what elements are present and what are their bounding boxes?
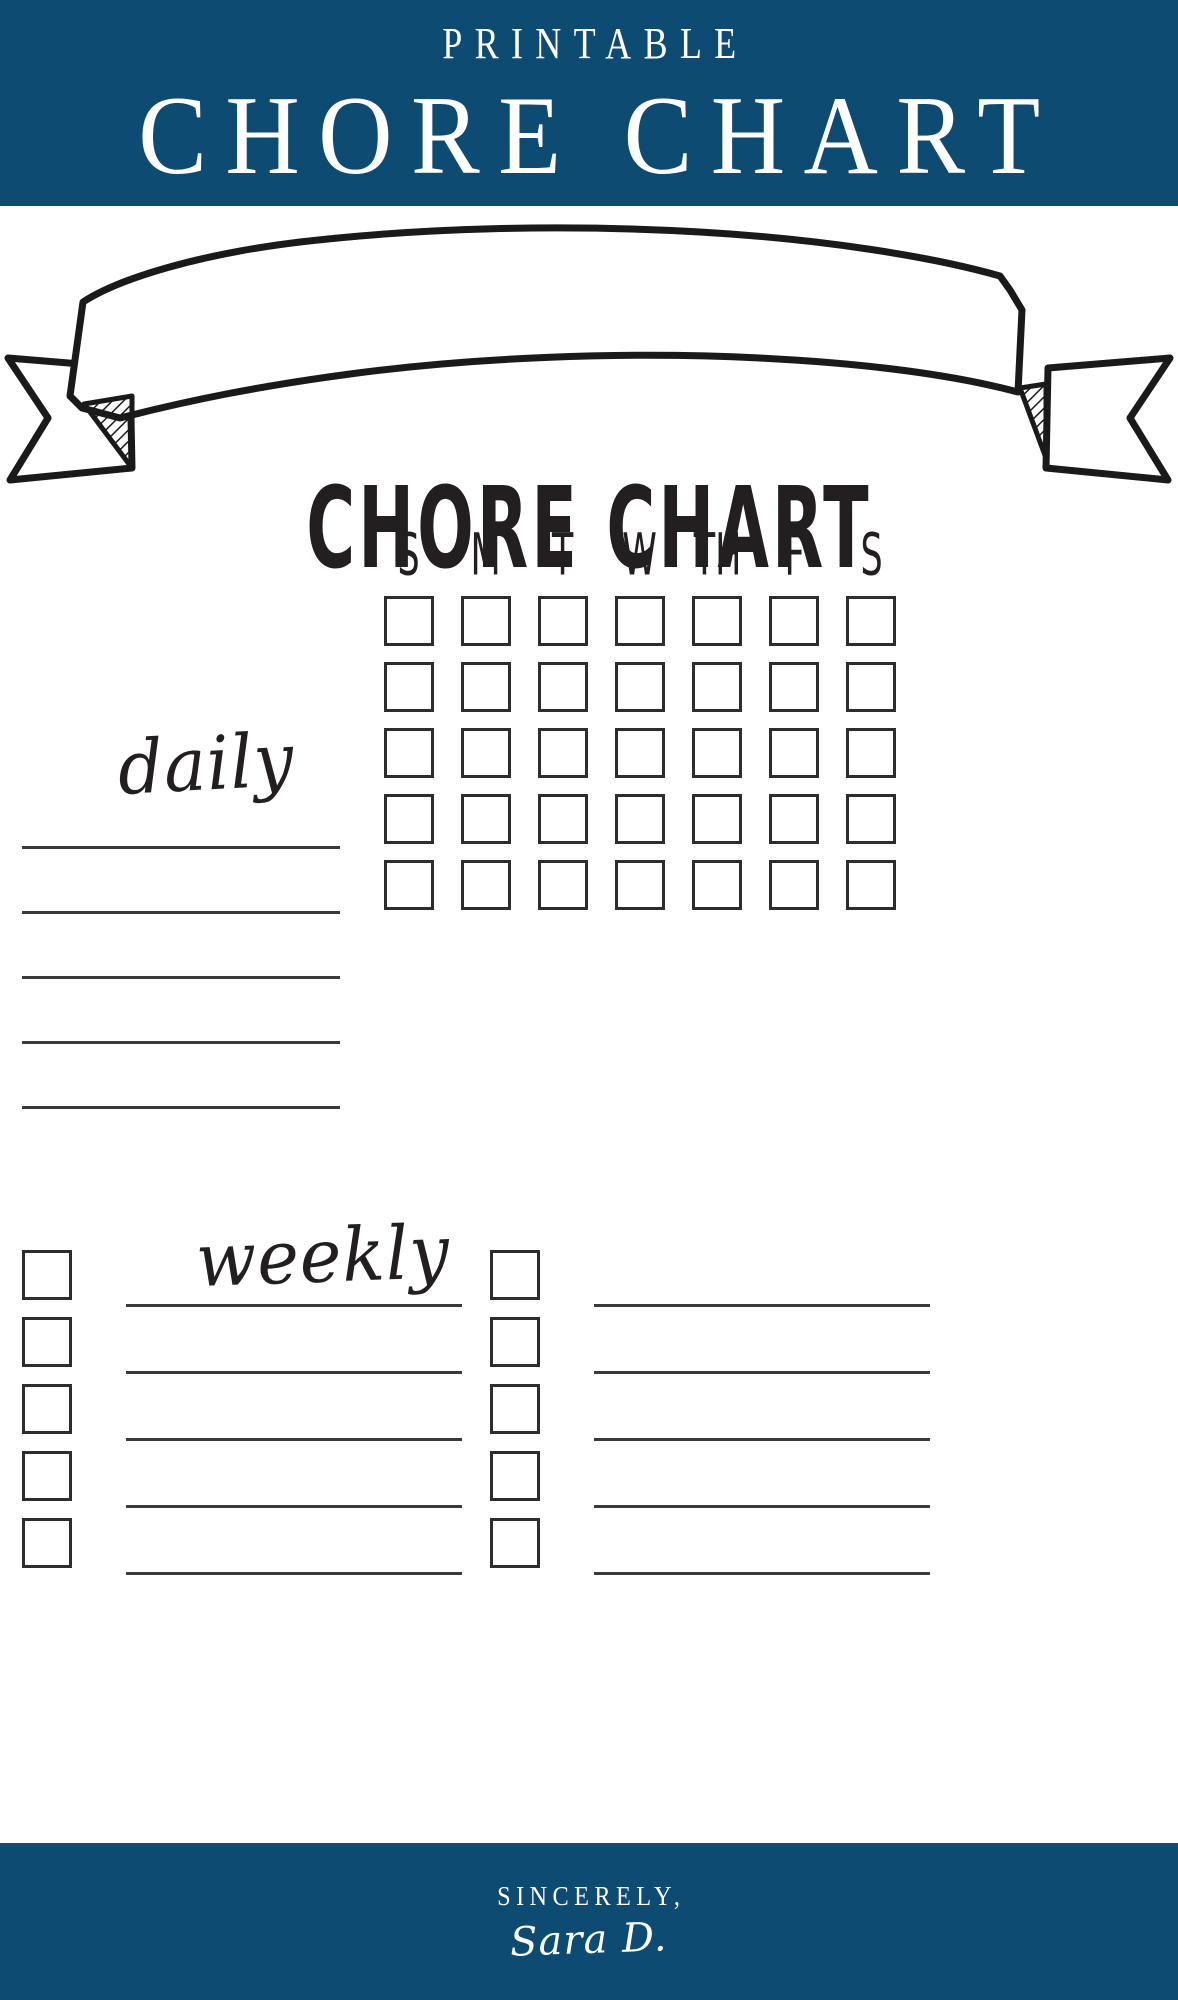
- daily-checkbox[interactable]: [614, 662, 665, 712]
- daily-checkbox[interactable]: [692, 860, 743, 910]
- daily-checkbox[interactable]: [460, 794, 511, 844]
- weekly-checkbox[interactable]: [22, 1250, 72, 1300]
- daily-checkbox[interactable]: [846, 596, 897, 646]
- day-header-sunday: S: [397, 520, 420, 589]
- weekly-chore-line[interactable]: [126, 1438, 462, 1441]
- daily-chore-line[interactable]: [22, 976, 340, 979]
- daily-checkbox[interactable]: [769, 596, 820, 646]
- weekly-row: [22, 1447, 462, 1514]
- daily-checkbox[interactable]: [769, 728, 820, 778]
- weekly-checkbox[interactable]: [490, 1250, 540, 1300]
- daily-checkbox[interactable]: [692, 728, 743, 778]
- daily-section-label: daily: [115, 716, 297, 812]
- weekly-row: [490, 1447, 930, 1514]
- daily-checkbox[interactable]: [383, 662, 434, 712]
- daily-checkbox[interactable]: [846, 662, 897, 712]
- day-header-wednesday: W: [622, 520, 658, 589]
- weekly-chore-line[interactable]: [594, 1304, 930, 1307]
- weekly-checkbox[interactable]: [490, 1451, 540, 1501]
- daily-checkbox[interactable]: [460, 596, 511, 646]
- weekly-chore-line[interactable]: [594, 1572, 930, 1575]
- footer-signature: Sara D.: [509, 1914, 669, 1966]
- ribbon-fold-left: [81, 393, 135, 471]
- ribbon-title: CHORE CHART: [306, 464, 872, 595]
- daily-checkbox[interactable]: [692, 794, 743, 844]
- weekly-row: [22, 1313, 462, 1380]
- chore-chart-sheet: CHORE CHART daily S M T W TH F S weekly: [0, 206, 1178, 1743]
- header-kicker: PRINTABLE: [442, 19, 749, 68]
- weekly-checkbox[interactable]: [22, 1518, 72, 1568]
- weekly-chore-line[interactable]: [126, 1304, 462, 1307]
- footer-banner: SINCERELY, Sara D.: [0, 1843, 1178, 2000]
- ribbon-body: [66, 224, 1026, 422]
- daily-day-grid: S M T W TH F S: [370, 520, 910, 926]
- weekly-row: [490, 1514, 930, 1581]
- weekly-row: [490, 1380, 930, 1447]
- weekly-checkbox[interactable]: [22, 1384, 72, 1434]
- daily-checkbox-grid: [370, 596, 910, 926]
- daily-chore-line[interactable]: [22, 846, 340, 849]
- day-header-friday: F: [784, 520, 805, 589]
- day-header-monday: M: [470, 520, 501, 589]
- daily-checkbox[interactable]: [460, 662, 511, 712]
- daily-chore-line[interactable]: [22, 911, 340, 914]
- weekly-chore-line[interactable]: [594, 1371, 930, 1374]
- daily-chore-line[interactable]: [22, 1041, 340, 1044]
- daily-checkbox[interactable]: [614, 794, 665, 844]
- weekly-row: [22, 1246, 462, 1313]
- daily-checkbox[interactable]: [537, 596, 588, 646]
- daily-checkbox[interactable]: [846, 794, 897, 844]
- daily-chore-line[interactable]: [22, 1106, 340, 1109]
- weekly-checkbox[interactable]: [490, 1317, 540, 1367]
- weekly-left-column: [22, 1246, 462, 1581]
- weekly-chore-line[interactable]: [126, 1505, 462, 1508]
- daily-checkbox[interactable]: [846, 860, 897, 910]
- daily-checkbox[interactable]: [537, 860, 588, 910]
- daily-checkbox[interactable]: [537, 794, 588, 844]
- daily-checkbox[interactable]: [846, 728, 897, 778]
- weekly-right-column: [490, 1246, 930, 1581]
- ribbon-banner: [0, 218, 1178, 508]
- daily-checkbox[interactable]: [692, 662, 743, 712]
- header-banner: PRINTABLE CHORE CHART: [0, 0, 1178, 206]
- daily-checkbox[interactable]: [614, 728, 665, 778]
- daily-checkbox[interactable]: [614, 596, 665, 646]
- weekly-chore-line[interactable]: [594, 1505, 930, 1508]
- ribbon-fold-right: [1017, 381, 1049, 461]
- daily-checkbox[interactable]: [537, 728, 588, 778]
- daily-checkbox[interactable]: [692, 596, 743, 646]
- weekly-checkbox[interactable]: [490, 1518, 540, 1568]
- day-header-saturday: S: [860, 520, 883, 589]
- daily-checkbox[interactable]: [383, 860, 434, 910]
- daily-checkbox[interactable]: [460, 860, 511, 910]
- weekly-chore-line[interactable]: [594, 1438, 930, 1441]
- weekly-checkbox[interactable]: [490, 1384, 540, 1434]
- daily-chore-lines: [22, 846, 340, 1109]
- day-header-thursday: TH: [693, 520, 741, 589]
- ribbon-right-tail: [1042, 354, 1174, 484]
- footer-sincerely-text: SINCERELY,: [497, 1881, 686, 1911]
- daily-checkbox[interactable]: [383, 794, 434, 844]
- day-header-tuesday: T: [552, 520, 574, 589]
- daily-checkbox[interactable]: [537, 662, 588, 712]
- weekly-row: [490, 1313, 930, 1380]
- daily-checkbox[interactable]: [460, 728, 511, 778]
- weekly-chore-line[interactable]: [126, 1371, 462, 1374]
- weekly-row: [22, 1380, 462, 1447]
- weekly-row: [22, 1514, 462, 1581]
- header-title: CHORE CHART: [137, 74, 1059, 198]
- daily-checkbox[interactable]: [383, 596, 434, 646]
- daily-checkbox[interactable]: [769, 662, 820, 712]
- day-header-row: S M T W TH F S: [370, 520, 910, 589]
- daily-checkbox[interactable]: [614, 860, 665, 910]
- weekly-row: [490, 1246, 930, 1313]
- weekly-checkbox[interactable]: [22, 1451, 72, 1501]
- weekly-chore-line[interactable]: [126, 1572, 462, 1575]
- daily-checkbox[interactable]: [769, 860, 820, 910]
- weekly-checkbox[interactable]: [22, 1317, 72, 1367]
- daily-checkbox[interactable]: [383, 728, 434, 778]
- daily-checkbox[interactable]: [769, 794, 820, 844]
